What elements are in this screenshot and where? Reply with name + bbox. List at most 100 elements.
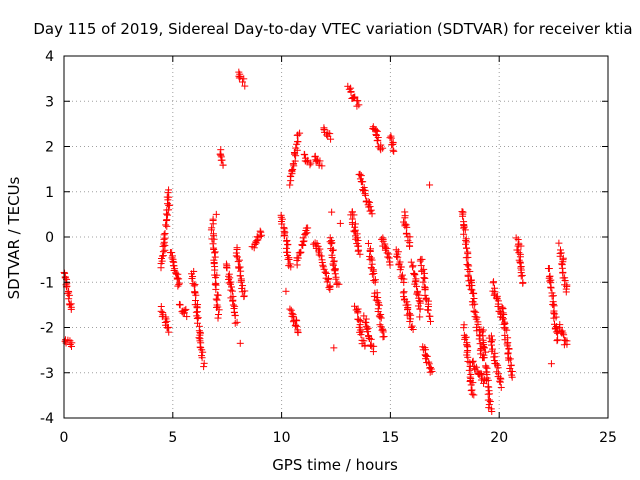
- data-point: [484, 376, 492, 384]
- data-point: [425, 358, 433, 366]
- data-point: [348, 208, 356, 216]
- data-point: [462, 240, 470, 248]
- data-point: [347, 88, 355, 96]
- x-tick-label: 20: [490, 430, 508, 446]
- data-point: [467, 387, 475, 395]
- data-point: [423, 352, 431, 360]
- data-point: [506, 355, 514, 363]
- data-point: [285, 255, 293, 263]
- data-point: [401, 220, 409, 228]
- data-point: [175, 279, 183, 287]
- data-point: [461, 334, 469, 342]
- data-point: [464, 347, 472, 355]
- data-point: [488, 345, 496, 353]
- data-point: [412, 282, 420, 290]
- data-point: [191, 280, 199, 288]
- data-point: [68, 342, 76, 350]
- data-point: [330, 266, 338, 274]
- data-point: [278, 220, 286, 228]
- data-point: [366, 198, 374, 206]
- data-point: [233, 246, 241, 254]
- data-point: [416, 257, 424, 265]
- data-point: [559, 254, 567, 262]
- data-point: [200, 359, 208, 367]
- data-point: [547, 360, 555, 368]
- data-point: [236, 263, 244, 271]
- data-point: [214, 314, 222, 322]
- data-point: [403, 229, 411, 237]
- data-point: [405, 242, 413, 250]
- data-point: [470, 391, 478, 399]
- data-point: [209, 230, 217, 238]
- data-point: [517, 242, 525, 250]
- data-point: [67, 303, 75, 311]
- data-point: [194, 319, 202, 327]
- data-point: [319, 261, 327, 269]
- data-point: [225, 279, 233, 287]
- data-point: [235, 74, 243, 82]
- data-point: [353, 102, 361, 110]
- data-point: [556, 323, 564, 331]
- data-point: [219, 161, 227, 169]
- data-point: [403, 223, 411, 231]
- data-point: [212, 285, 220, 293]
- data-point: [330, 344, 338, 352]
- data-point: [475, 335, 483, 343]
- data-point: [374, 297, 382, 305]
- data-point: [400, 278, 408, 286]
- data-point: [366, 335, 374, 343]
- data-point: [356, 326, 364, 334]
- data-point: [286, 260, 294, 268]
- data-point: [426, 317, 434, 325]
- data-point: [361, 190, 369, 198]
- data-point: [421, 274, 429, 282]
- data-point: [479, 342, 487, 350]
- data-point: [460, 223, 468, 231]
- data-point: [354, 309, 362, 317]
- data-point: [491, 353, 499, 361]
- data-point: [404, 237, 412, 245]
- data-point: [396, 266, 404, 274]
- data-point: [375, 301, 383, 309]
- data-point: [416, 313, 424, 321]
- data-point: [494, 300, 502, 308]
- data-point: [212, 210, 220, 218]
- data-point: [485, 401, 493, 409]
- data-point: [480, 344, 488, 352]
- data-point: [379, 235, 387, 243]
- data-point: [546, 277, 554, 285]
- data-point: [382, 244, 390, 252]
- data-point: [380, 333, 388, 341]
- data-point: [490, 278, 498, 286]
- data-point: [325, 274, 333, 282]
- data-point: [241, 82, 249, 90]
- data-point: [419, 278, 427, 286]
- data-point: [501, 325, 509, 333]
- data-point: [166, 201, 174, 209]
- data-point: [518, 271, 526, 279]
- data-point: [544, 265, 552, 273]
- data-point: [306, 161, 314, 169]
- data-point: [318, 162, 326, 170]
- data-point: [472, 363, 480, 371]
- x-tick-label: 5: [168, 430, 177, 446]
- data-point: [364, 328, 372, 336]
- data-point: [469, 289, 477, 297]
- data-point: [287, 263, 295, 271]
- data-point: [357, 172, 365, 180]
- data-point: [354, 316, 362, 324]
- data-point: [415, 294, 423, 302]
- data-point: [162, 221, 170, 229]
- data-point: [492, 360, 500, 368]
- data-point: [287, 173, 295, 181]
- data-point: [182, 305, 190, 313]
- data-point: [519, 279, 527, 287]
- data-point: [378, 326, 386, 334]
- data-point: [469, 357, 477, 365]
- data-point: [465, 366, 473, 374]
- data-point: [304, 224, 312, 232]
- data-point: [335, 280, 343, 288]
- data-point: [352, 235, 360, 243]
- y-tick-label: 2: [45, 140, 54, 156]
